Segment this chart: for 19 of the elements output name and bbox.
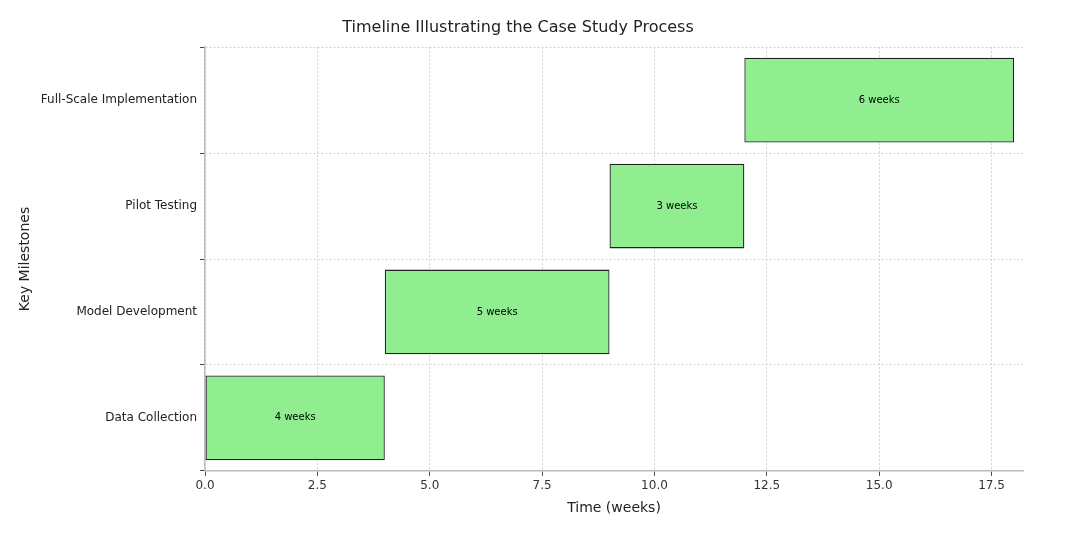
y-tick-label: Pilot Testing — [125, 198, 198, 213]
data-label: 3 weeks — [656, 199, 698, 211]
data-label: 5 weeks — [476, 305, 518, 317]
x-axis-title: Time (weeks) — [566, 499, 661, 516]
x-tick-label: 12.5 — [753, 478, 781, 493]
x-tick-label: 5.0 — [420, 478, 440, 493]
x-tick-label: 17.5 — [978, 478, 1005, 493]
x-tick-label: 15.0 — [865, 478, 893, 493]
x-tick-label: 2.5 — [307, 478, 327, 493]
chart-title: Timeline Illustrating the Case Study Process — [341, 16, 694, 36]
x-tick-label: 10.0 — [641, 478, 668, 493]
y-tick-label: Data Collection — [105, 409, 198, 424]
data-label: 6 weeks — [858, 93, 900, 105]
x-tick-label: 0.0 — [195, 478, 215, 493]
y-axis-title: Key Milestones — [16, 206, 33, 312]
y-tick-label: Full-Scale Implementation — [40, 92, 198, 107]
x-tick-label: 7.5 — [532, 478, 552, 493]
data-label: 4 weeks — [274, 411, 316, 423]
y-tick-label: Model Development — [76, 304, 198, 319]
